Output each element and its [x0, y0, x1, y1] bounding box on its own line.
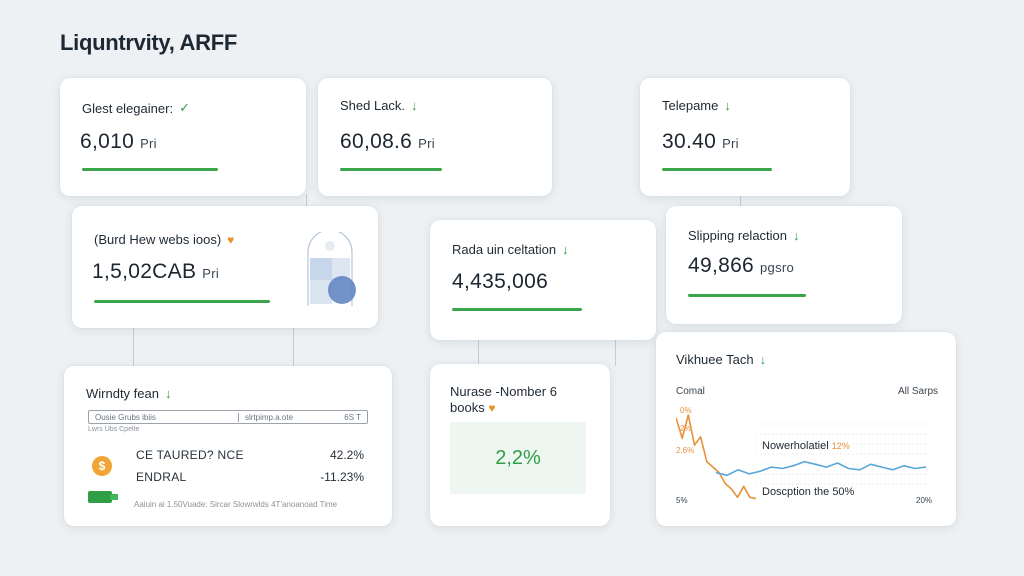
table-header-cell: 6S T	[344, 412, 361, 422]
chart-annotation: Doscption the 50%	[762, 486, 855, 498]
chart-annotation: Nowerholatiel 12%	[762, 440, 850, 452]
table-row-value: -11.23%	[320, 470, 364, 484]
table-row-value: 42.2%	[329, 448, 364, 462]
progress-bar	[340, 168, 442, 171]
card-label-text: Telepame	[662, 98, 719, 113]
coin-icon: $	[92, 456, 112, 476]
card-value-unit: Pri	[202, 266, 220, 281]
card-label: (Burd Hew webs ioos) ♥	[94, 232, 234, 247]
metric-card[interactable]: Slipping relaction ↓ 49,866 pgsro	[666, 206, 902, 324]
progress-bar	[688, 294, 806, 297]
metric-card[interactable]: Shed Lack. ↓ 60,08.6 Pri	[318, 78, 552, 196]
card-label-text: Glest elegainer:	[82, 100, 174, 116]
heart-icon: ♥	[227, 232, 235, 247]
card-label: Rada uin celtation ↓	[452, 242, 569, 257]
card-value-number: 49,866	[688, 254, 755, 277]
card-value: 4,435,006	[452, 270, 548, 294]
card-label: Shed Lack. ↓	[340, 98, 418, 113]
chart-series-line	[715, 460, 926, 477]
card-value: 1,5,02CAB Pri	[92, 260, 219, 284]
card-label: Slipping relaction ↓	[688, 228, 800, 243]
card-value-number: 30.40	[662, 130, 717, 153]
y-tick-label: 2.6%	[676, 446, 695, 455]
card-value-number: 1,5,02CAB	[92, 260, 197, 283]
card-label-text: Nurase -Nomber 6 books	[450, 384, 557, 415]
table-row-label: CE TAURED? NCE	[136, 448, 244, 462]
y-tick-label: 0%	[680, 406, 692, 415]
table-header-cell: Ousie Grubs ibiis	[89, 412, 239, 422]
card-label-text: Vikhuee Tach	[676, 352, 754, 367]
line-chart	[676, 414, 926, 500]
chart-left-label: Comal	[676, 386, 705, 397]
x-tick-label: 20%	[916, 496, 933, 505]
table-card[interactable]: Wirndty fean ↓ Ousie Grubs ibiis slrtpim…	[64, 366, 392, 526]
chart-right-label: All Sarps	[897, 386, 938, 397]
connector-line	[740, 194, 741, 208]
table-row-label: ENDRAL	[136, 470, 187, 484]
card-value-number: 4,435,006	[452, 270, 549, 293]
table-header: Ousie Grubs ibiis slrtpimp.a.ote 6S T	[88, 410, 368, 424]
card-value: 60,08.6 Pri	[340, 130, 435, 154]
card-label-text: Slipping relaction	[688, 228, 788, 243]
card-label: Glest elegainer: ✓	[82, 100, 190, 116]
progress-bar	[82, 168, 218, 171]
arrow-down-icon: ↓	[562, 242, 569, 257]
card-value-number: 60,08.6	[340, 130, 413, 153]
progress-bar	[452, 308, 582, 311]
check-icon: ✓	[179, 100, 190, 115]
card-value-unit: Pri	[722, 136, 739, 151]
heart-icon: ♥	[488, 401, 496, 415]
arrow-down-icon: ↓	[411, 98, 418, 113]
page-title: Liquntrvity, ARFF	[60, 30, 237, 55]
progress-bar	[94, 300, 270, 303]
card-label: Wirndty fean ↓	[86, 386, 171, 401]
card-label: Telepame ↓	[662, 98, 731, 113]
y-tick-label: 2%	[680, 424, 692, 433]
progress-bar	[662, 168, 772, 171]
table-footer: Aaiuin ai 1.50Vuade: Sircar Slowrwlds 4T…	[134, 500, 338, 509]
card-label: Vikhuee Tach ↓	[676, 352, 766, 367]
metric-card[interactable]: Glest elegainer: ✓ 6,010 Pri	[60, 78, 306, 196]
card-value-unit: Pri	[140, 136, 157, 151]
metric-card[interactable]: (Burd Hew webs ioos) ♥ 1,5,02CAB Pri	[72, 206, 378, 328]
metric-card[interactable]: Rada uin celtation ↓ 4,435,006	[430, 220, 656, 340]
card-value-unit: Pri	[418, 136, 435, 151]
percentage-value: 2,2%	[495, 446, 541, 469]
cash-icon	[88, 491, 118, 503]
table-header-cell: slrtpimp.a.ote	[245, 412, 294, 422]
dashboard-illustration-icon	[307, 232, 356, 306]
card-label-text: Wirndty fean	[86, 386, 159, 401]
card-label-text: (Burd Hew webs ioos)	[94, 232, 222, 247]
arrow-down-icon: ↓	[793, 228, 800, 243]
card-value-number: 6,010	[80, 130, 135, 153]
chart-series-line	[676, 414, 757, 500]
connector-line	[133, 326, 134, 368]
card-value-unit: pgsro	[760, 260, 795, 275]
connector-line	[478, 338, 479, 366]
arrow-down-icon: ↓	[759, 352, 767, 367]
card-label-text: Rada uin celtation	[452, 242, 557, 257]
connector-line	[615, 338, 616, 366]
card-value: 6,010 Pri	[80, 130, 157, 154]
percentage-box: 2,2%	[450, 422, 586, 494]
percentage-card[interactable]: Nurase -Nomber 6 books ♥ 2,2%	[430, 364, 610, 526]
chart-card[interactable]: Vikhuee Tach ↓ Comal All Sarps 0% 2% 2.6…	[656, 332, 956, 526]
connector-line	[306, 194, 307, 208]
connector-line	[293, 326, 294, 368]
table-subheader: Lwrs Ubs Cpelte	[88, 426, 140, 433]
metric-card[interactable]: Telepame ↓ 30.40 Pri	[640, 78, 850, 196]
arrow-down-icon: ↓	[164, 386, 172, 401]
card-label: Nurase -Nomber 6 books ♥	[450, 384, 590, 416]
card-label-text: Shed Lack.	[340, 98, 406, 113]
x-tick-label: 5%	[676, 496, 688, 505]
card-value: 49,866 pgsro	[688, 254, 794, 278]
card-value: 30.40 Pri	[662, 130, 739, 154]
arrow-down-icon: ↓	[724, 98, 731, 113]
